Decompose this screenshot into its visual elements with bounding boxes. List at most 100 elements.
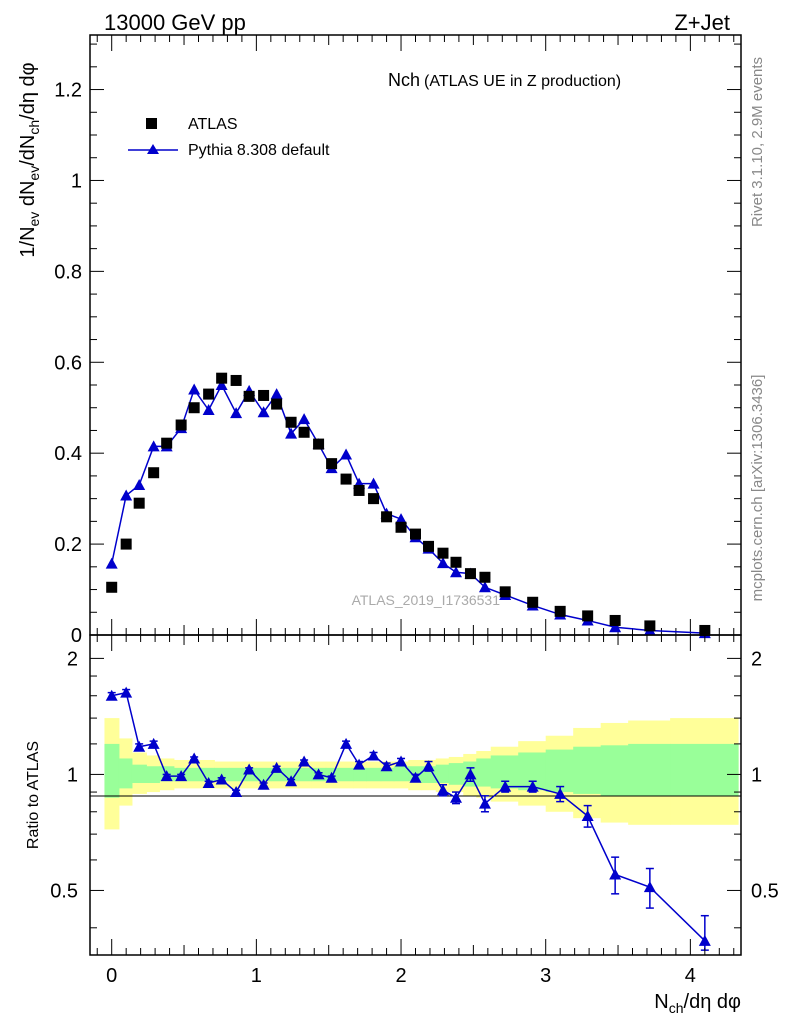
inner-band-segment xyxy=(256,767,272,782)
plot-subtitle: (ATLAS UE in Z production) xyxy=(424,73,621,90)
atlas-point xyxy=(479,571,491,583)
main-panel: 0 0.2 0.4 0.6 0.8 1 1.2 Nch (ATLAS UE in Z pro… xyxy=(17,34,742,647)
legend-atlas-label: ATLAS xyxy=(188,116,238,133)
pythia-point xyxy=(270,388,283,400)
atlas-point xyxy=(450,556,462,568)
atlas-point xyxy=(188,402,200,414)
ratio-point xyxy=(609,868,622,880)
y-tick-label: 2 xyxy=(751,648,762,670)
inner-band-segment xyxy=(228,767,243,782)
atlas-point xyxy=(148,467,160,479)
y-tick-label: 0.6 xyxy=(54,352,82,374)
ratio-point xyxy=(325,771,338,783)
inner-band-segment xyxy=(353,767,367,782)
ratio-point xyxy=(215,773,228,785)
pythia-point xyxy=(609,621,622,633)
inner-band-segment xyxy=(146,766,160,784)
atlas-point xyxy=(161,437,173,449)
ratio-point xyxy=(581,810,594,822)
y-tick-label: 1 xyxy=(67,764,78,786)
atlas-point xyxy=(582,610,594,622)
ratio-point xyxy=(202,777,215,789)
inner-band-segment xyxy=(670,743,739,796)
ratio-point xyxy=(409,771,422,783)
x-axis: 0 1 2 3 4 xyxy=(96,635,735,987)
ratio-point xyxy=(526,780,539,792)
pythia-point xyxy=(147,440,160,452)
pythia-point xyxy=(202,404,215,415)
pythia-point xyxy=(257,406,270,418)
inner-band-segment xyxy=(435,764,450,784)
x-tick-label: 3 xyxy=(540,965,551,987)
inner-band-segment xyxy=(104,743,120,798)
atlas-point xyxy=(464,568,476,580)
atlas-point xyxy=(554,605,566,617)
process-label: Z+Jet xyxy=(674,10,730,35)
pythia-point xyxy=(285,427,298,439)
ratio-point xyxy=(698,934,711,946)
atlas-point xyxy=(410,528,421,540)
pythia-point xyxy=(105,557,118,569)
uncertainty-bands xyxy=(104,718,739,830)
atlas-point xyxy=(285,416,297,428)
ratio-y-label: Ratio to ATLAS xyxy=(25,741,42,849)
atlas-point xyxy=(258,389,270,401)
ratio-point xyxy=(105,689,118,701)
analysis-watermark: ATLAS_2019_I1736531 xyxy=(352,592,501,608)
inner-band-segment xyxy=(476,758,492,787)
y-tick-label: 0.8 xyxy=(54,261,82,283)
ratio-point xyxy=(120,686,133,698)
atlas-point xyxy=(437,547,449,559)
pythia-point xyxy=(120,489,133,501)
rivet-version-label: Rivet 3.1.10, 2.9M events xyxy=(749,57,766,227)
y-tick-label: 0.4 xyxy=(54,443,82,465)
inner-band-segment xyxy=(573,746,602,794)
atlas-point xyxy=(353,484,365,496)
y-tick-label: 1 xyxy=(71,170,82,192)
ratio-point xyxy=(436,784,449,796)
source-label: mcplots.cern.ch [arXiv:1306.3436] xyxy=(749,375,766,602)
atlas-point xyxy=(106,581,118,593)
ratio-point xyxy=(160,770,173,782)
main-y-label: 1/Nev dNev/dNch/dη dφ xyxy=(17,62,42,257)
y-tick-label: 0.5 xyxy=(50,880,78,902)
atlas-point xyxy=(216,372,228,384)
atlas-point xyxy=(298,426,310,438)
main-series xyxy=(105,372,711,639)
ratio-point xyxy=(133,740,146,752)
inner-band-segment xyxy=(118,758,133,789)
ratio-point xyxy=(643,881,656,893)
ratio-point xyxy=(380,760,393,772)
ratio-series xyxy=(105,686,711,951)
atlas-point xyxy=(230,374,242,386)
x-tick-label: 2 xyxy=(395,965,406,987)
pythia-point xyxy=(478,581,491,593)
ratio-y-axis: 0.5 0.5 1 1 2 2 xyxy=(50,648,779,929)
atlas-point xyxy=(120,538,132,550)
y-tick-label: 1 xyxy=(751,764,762,786)
pythia-point xyxy=(188,383,201,395)
ratio-point xyxy=(285,775,298,787)
atlas-point xyxy=(609,614,621,626)
atlas-point xyxy=(395,521,407,533)
energy-label: 13000 GeV pp xyxy=(104,10,246,35)
legend-pythia-label: Pythia 8.308 default xyxy=(188,142,330,159)
ratio-point xyxy=(450,791,463,803)
atlas-point xyxy=(175,419,187,431)
pythia-point xyxy=(230,407,243,419)
ratio-point xyxy=(188,752,201,764)
y-tick-label: 1.2 xyxy=(54,80,82,102)
y-tick-label: 0.2 xyxy=(54,534,82,556)
atlas-point xyxy=(527,596,539,608)
inner-band-segment xyxy=(628,743,671,796)
atlas-point xyxy=(203,388,215,400)
ratio-point xyxy=(464,768,477,780)
inner-band-segment xyxy=(338,767,354,782)
ratio-point xyxy=(499,780,512,792)
x-axis-label: Nch/dη dφ xyxy=(654,991,741,1016)
inner-band-segment xyxy=(131,764,147,784)
ratio-point xyxy=(175,770,188,782)
y-tick-label: 0 xyxy=(71,625,82,647)
ratio-point xyxy=(367,749,380,761)
ratio-point xyxy=(298,755,311,767)
